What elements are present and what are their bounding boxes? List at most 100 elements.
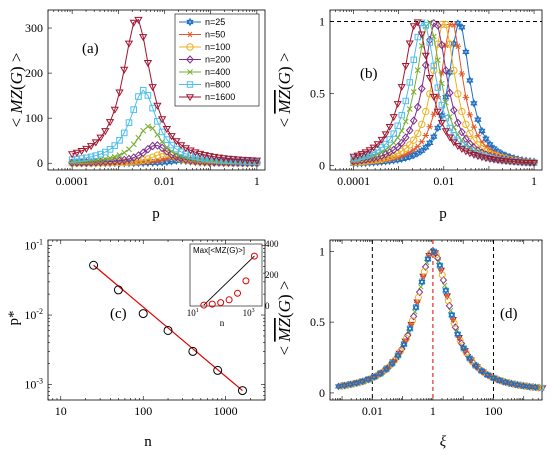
panel-d-xtick-label: 100 — [484, 404, 502, 418]
data-point — [243, 157, 252, 165]
data-point — [120, 66, 129, 74]
data-point — [92, 152, 100, 159]
data-point — [134, 157, 143, 165]
data-point — [352, 379, 360, 388]
data-point — [121, 149, 128, 156]
data-point — [191, 153, 199, 161]
data-point — [422, 21, 429, 29]
data-point — [418, 277, 426, 286]
data-point — [369, 144, 378, 152]
data-point — [349, 153, 358, 161]
data-point — [139, 148, 148, 158]
panel-label: (d) — [500, 306, 518, 322]
data-point — [346, 380, 354, 389]
data-point — [86, 143, 96, 151]
legend-entry: n=1600 — [205, 92, 235, 102]
data-point — [415, 288, 424, 297]
data-point — [400, 340, 408, 349]
data-point — [83, 154, 90, 162]
data-point — [406, 79, 413, 86]
data-point — [478, 366, 486, 375]
data-point — [397, 84, 406, 92]
data-point — [373, 155, 382, 164]
data-point — [406, 324, 414, 333]
data-point — [111, 153, 118, 160]
data-point — [239, 158, 246, 165]
data-point — [450, 22, 458, 28]
data-point — [130, 141, 137, 148]
panel-c-ytick-label: 10-1 — [24, 238, 43, 253]
legend-marker — [185, 94, 195, 102]
data-point — [410, 146, 417, 153]
data-point — [418, 146, 426, 155]
data-point — [377, 136, 386, 144]
data-point — [454, 90, 462, 98]
data-point — [458, 141, 466, 149]
data-point — [188, 346, 198, 356]
data-point — [438, 20, 446, 29]
data-point — [134, 151, 143, 160]
panel-label: (a) — [82, 41, 99, 57]
data-point — [501, 378, 509, 387]
legend-marker — [186, 55, 194, 64]
data-point — [134, 16, 143, 24]
data-point — [406, 106, 413, 112]
data-point — [445, 134, 454, 142]
data-point — [229, 157, 237, 165]
data-point — [153, 151, 162, 160]
inset-data-point — [200, 301, 208, 309]
data-point — [139, 34, 148, 42]
panel-c-xtick-label: 10 — [55, 404, 67, 418]
data-point — [406, 141, 414, 149]
data-point — [430, 111, 437, 118]
data-point — [154, 118, 161, 125]
data-point — [454, 132, 461, 138]
data-point — [393, 142, 402, 152]
data-point — [376, 369, 384, 378]
panel-a-frame — [47, 9, 266, 171]
legend-marker — [186, 17, 194, 27]
data-point — [168, 141, 175, 149]
data-point — [397, 138, 406, 148]
data-point — [139, 86, 147, 94]
inset: Max[<MZ(G)>] 0 200 400 101 103 n — [187, 239, 279, 328]
data-point — [413, 19, 422, 27]
panel-b-frame — [329, 9, 543, 171]
data-point — [414, 67, 421, 74]
data-point — [434, 123, 442, 133]
data-point — [148, 153, 157, 162]
data-point — [462, 47, 470, 57]
inset-xtick-label: 103 — [243, 308, 255, 318]
data-point — [434, 84, 442, 91]
inset-data-point — [234, 289, 242, 297]
data-point — [154, 157, 161, 164]
inset-data-point — [250, 252, 258, 260]
panel-d-frame — [329, 239, 543, 401]
data-point — [163, 325, 173, 335]
panel-b-ytick-label: 0 — [319, 159, 325, 173]
data-point — [418, 120, 426, 129]
data-point — [172, 138, 181, 146]
data-point — [507, 379, 515, 388]
data-point — [350, 155, 357, 162]
data-point — [454, 43, 462, 50]
data-point — [525, 382, 533, 391]
panel-a-ytick-label: 300 — [25, 21, 43, 35]
data-point — [252, 157, 262, 165]
data-point — [157, 116, 167, 124]
legend-entry: n=200 — [205, 55, 230, 65]
panel-c-xlabel: n — [144, 434, 152, 450]
data-point — [457, 127, 466, 137]
data-point — [113, 285, 123, 295]
data-point — [210, 153, 219, 162]
panel-d-ytick-label: 1 — [319, 244, 325, 258]
data-point — [433, 108, 442, 116]
data-point — [417, 31, 426, 39]
data-point — [382, 140, 389, 148]
data-point — [225, 157, 232, 164]
data-point — [401, 63, 410, 70]
data-point — [484, 370, 492, 379]
data-point — [214, 154, 224, 162]
panel-d-ytick-label: 0.5 — [310, 315, 325, 329]
